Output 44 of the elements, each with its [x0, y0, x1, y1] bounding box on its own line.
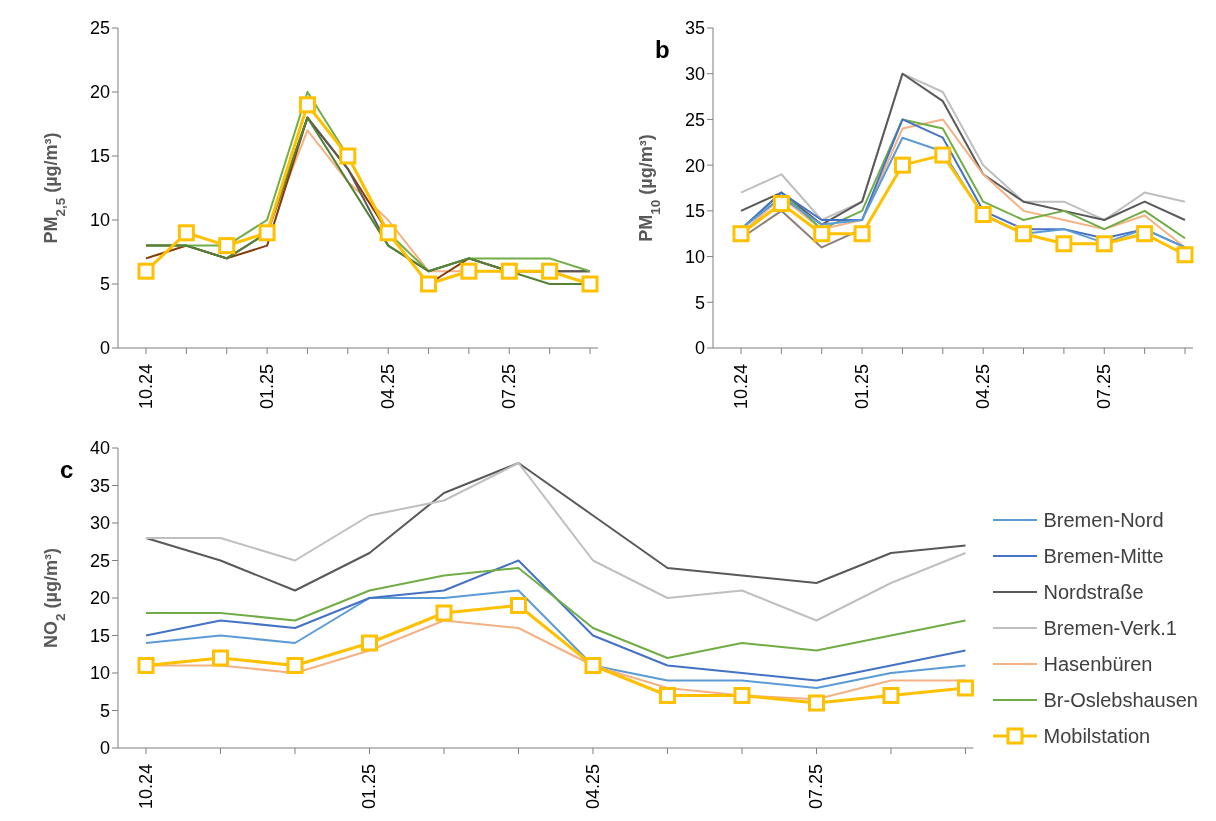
- y-tick-label: 20: [684, 155, 705, 176]
- x-tick-label: 07.25: [1094, 364, 1115, 410]
- y-tick-label: 10: [684, 246, 705, 267]
- y-tick-label: 25: [89, 18, 110, 39]
- legend-label: Nordstraße: [1043, 580, 1144, 604]
- y-tick-label: 5: [694, 292, 705, 313]
- y-tick-label: 30: [684, 64, 705, 85]
- y-tick-label: 40: [89, 438, 110, 459]
- y-tick-label: 10: [89, 210, 110, 231]
- legend-label: Hasenbüren: [1043, 652, 1153, 676]
- y-tick-label: 25: [89, 550, 110, 571]
- y-tick-label: 20: [89, 82, 110, 103]
- x-tick-label: 04.25: [378, 364, 399, 410]
- x-tick-label: 10.24: [136, 764, 156, 810]
- legend-label: Bremen-Verk.1: [1043, 616, 1177, 640]
- legend-label: Br-Oslebshausen: [1043, 688, 1198, 712]
- legend-label: Mobilstation: [1043, 724, 1151, 748]
- y-tick-label: 5: [99, 274, 110, 295]
- legend-label: Bremen-Mitte: [1043, 544, 1164, 568]
- x-tick-label: 04.25: [973, 364, 994, 410]
- x-tick-label: 07.25: [499, 364, 520, 410]
- y-tick-label: 15: [684, 201, 705, 222]
- x-tick-label: 07.25: [806, 764, 827, 810]
- x-tick-label: 10.24: [136, 364, 156, 410]
- y-tick-label: 35: [89, 475, 110, 496]
- y-tick-label: 0: [694, 338, 705, 359]
- y-tick-label: 10: [89, 663, 110, 684]
- legend-label: Bremen-Nord: [1043, 508, 1164, 532]
- y-tick-label: 20: [89, 588, 110, 609]
- x-tick-label: 01.25: [257, 364, 278, 410]
- x-tick-label: 01.25: [852, 364, 873, 410]
- y-tick-label: 0: [99, 338, 110, 359]
- text: c: [60, 456, 74, 483]
- y-tick-label: 15: [89, 146, 110, 167]
- text: b: [655, 36, 670, 63]
- x-tick-label: 04.25: [582, 764, 603, 810]
- x-tick-label: 01.25: [359, 764, 380, 810]
- x-tick-label: 10.24: [731, 364, 751, 410]
- y-tick-label: 35: [684, 18, 705, 39]
- y-tick-label: 25: [684, 109, 705, 130]
- y-tick-label: 0: [99, 738, 110, 759]
- y-tick-label: 30: [89, 513, 110, 534]
- y-tick-label: 5: [99, 700, 110, 721]
- y-tick-label: 15: [89, 625, 110, 646]
